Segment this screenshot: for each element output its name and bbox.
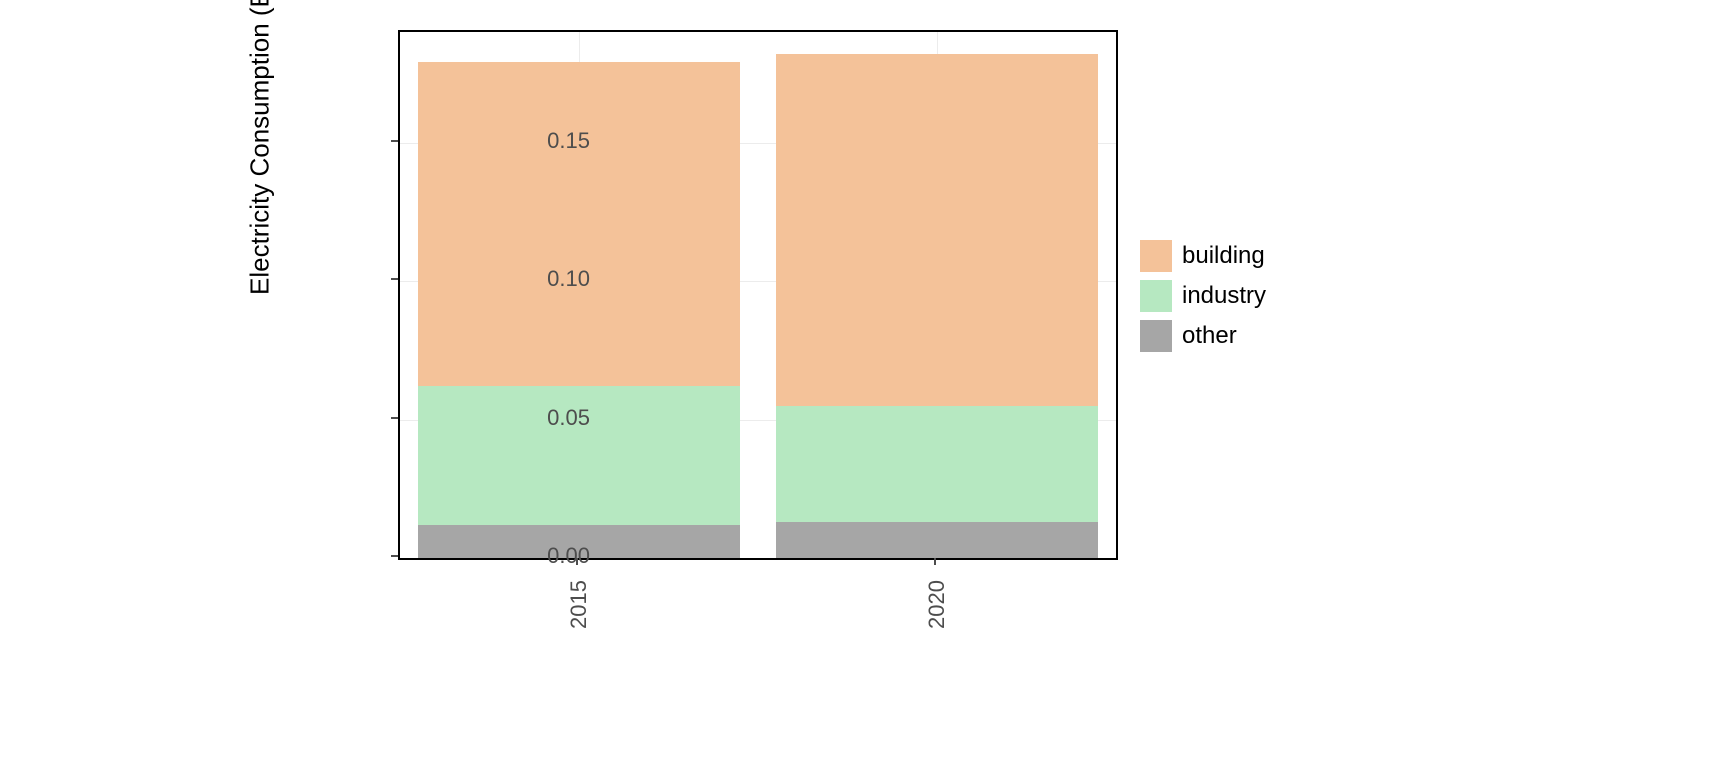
legend-item-industry: industry	[1140, 276, 1266, 316]
y-tick-label: 0.00	[490, 543, 590, 569]
x-tick	[934, 558, 936, 565]
plot-panel	[398, 30, 1118, 560]
bar-segment-other	[776, 522, 1098, 558]
legend-label: industry	[1182, 282, 1266, 310]
x-tick-label: 2020	[924, 580, 950, 629]
y-tick-label: 0.05	[490, 405, 590, 431]
y-tick	[391, 278, 398, 280]
x-tick-label: 2015	[566, 580, 592, 629]
y-tick	[391, 140, 398, 142]
legend-label: building	[1182, 242, 1265, 270]
y-axis-title: Electricity Consumption (EJ)	[245, 0, 276, 295]
legend-item-building: building	[1140, 236, 1266, 276]
y-tick	[391, 555, 398, 557]
bar-segment-industry	[776, 406, 1098, 522]
y-tick-label: 0.15	[490, 128, 590, 154]
legend-label: other	[1182, 322, 1237, 350]
legend-swatch	[1140, 240, 1172, 272]
legend-swatch	[1140, 280, 1172, 312]
y-tick	[391, 417, 398, 419]
x-tick	[576, 558, 578, 565]
legend: building industry other	[1140, 236, 1266, 356]
bar-segment-building	[418, 62, 740, 386]
chart-container: Electricity Consumption (EJ) 0.000.050.1…	[260, 0, 1460, 768]
legend-swatch	[1140, 320, 1172, 352]
legend-item-other: other	[1140, 316, 1266, 356]
bar-segment-building	[776, 54, 1098, 406]
y-tick-label: 0.10	[490, 266, 590, 292]
